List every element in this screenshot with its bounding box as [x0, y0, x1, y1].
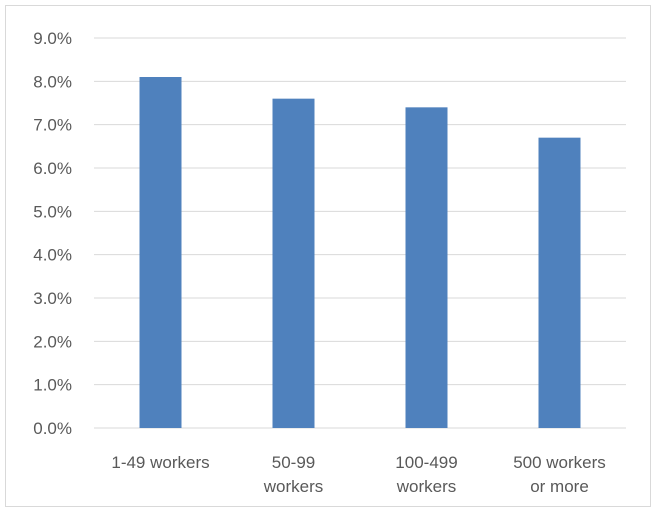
y-tick-label: 2.0% [33, 332, 72, 351]
y-tick-label: 5.0% [33, 202, 72, 221]
y-tick-label: 7.0% [33, 116, 72, 135]
y-tick-label: 8.0% [33, 72, 72, 91]
bars [139, 77, 581, 429]
bar [272, 98, 315, 429]
y-tick-label: 0.0% [33, 419, 72, 438]
x-category-label: 50-99 [272, 453, 315, 472]
gridlines [94, 37, 626, 429]
x-axis-category-labels: 1-49 workers 50-99 workers 100-499 workers 50… [111, 453, 605, 496]
bar [538, 137, 581, 428]
y-tick-label: 4.0% [33, 246, 72, 265]
x-category-label: workers [396, 477, 457, 496]
x-category-label: 100-499 [395, 453, 457, 472]
x-category-label: 500 workers [513, 453, 606, 472]
bar [405, 107, 448, 428]
y-tick-label: 1.0% [33, 376, 72, 395]
y-tick-label: 6.0% [33, 159, 72, 178]
x-category-label: workers [263, 477, 324, 496]
x-category-label: 1-49 workers [111, 453, 209, 472]
bar [139, 77, 182, 428]
y-tick-label: 3.0% [33, 289, 72, 308]
x-category-label: or more [530, 477, 589, 496]
y-axis-tick-labels: 0.0% 1.0% 2.0% 3.0% 4.0% 5.0% 6.0% 7.0% 8.0% 9.0% [33, 29, 72, 438]
y-tick-label: 9.0% [33, 29, 72, 48]
